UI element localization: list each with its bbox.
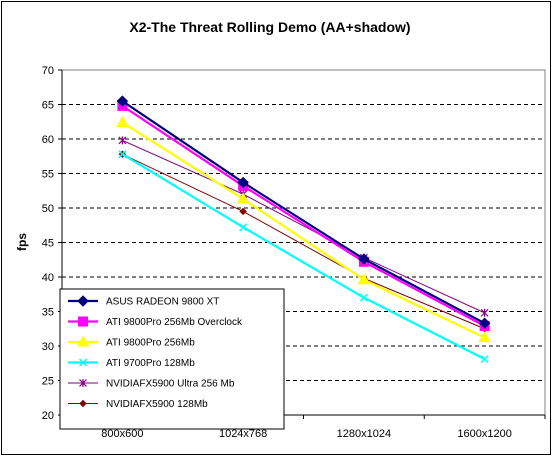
y-tick-label-45: 45 bbox=[42, 238, 54, 250]
series-line-1 bbox=[121, 104, 486, 327]
series-0-point-1 bbox=[237, 176, 249, 189]
y-tick-label-70: 70 bbox=[42, 65, 54, 77]
chart-title: X2-The Threat Rolling Demo (AA+shadow) bbox=[129, 19, 410, 35]
y-tick-label-60: 60 bbox=[42, 134, 54, 146]
legend-label-3: ATI 9700Pro 128Mb bbox=[106, 358, 195, 369]
series-2-point-3 bbox=[478, 331, 491, 343]
series-4-point-0 bbox=[118, 136, 127, 145]
series-line-5 bbox=[122, 153, 485, 330]
series-2 bbox=[116, 115, 491, 343]
series-line-4 bbox=[122, 139, 485, 314]
legend-label-4: NVIDIAFX5900 Ultra 256 Mb bbox=[106, 379, 235, 390]
legend-marker-2 bbox=[76, 335, 90, 347]
series-4-point-3 bbox=[480, 308, 489, 317]
y-tick-label-40: 40 bbox=[42, 272, 54, 284]
series-line-0 bbox=[121, 100, 486, 325]
y-tick-label-20: 20 bbox=[42, 410, 54, 422]
x-axis-ticks: 800x600 1024x768 1280x1024 1600x1200 bbox=[61, 415, 546, 440]
legend-label-2: ATI 9800Pro 256Mb bbox=[106, 338, 195, 349]
series-0-point-3 bbox=[478, 317, 491, 329]
y-tick-label-65: 65 bbox=[42, 100, 54, 112]
legend-marker-3 bbox=[78, 358, 88, 367]
series-3 bbox=[118, 150, 489, 364]
series-0-point-2 bbox=[358, 253, 370, 265]
x-tick-label-1280x1024: 1280x1024 bbox=[337, 428, 391, 440]
legend-marker-4 bbox=[79, 379, 87, 387]
legend-box bbox=[59, 288, 285, 430]
series-5-point-1 bbox=[239, 207, 247, 216]
series-0 bbox=[116, 95, 491, 329]
y-axis-label: fps bbox=[15, 233, 29, 251]
x-tick-label-800x600: 800x600 bbox=[101, 428, 143, 440]
series-0-point-0 bbox=[116, 95, 129, 107]
series-line-3 bbox=[121, 153, 486, 361]
legend: ASUS RADEON 9800 XT ATI 9800Pro 256Mb Ove… bbox=[59, 288, 285, 430]
y-axis-ticks: 20 25 30 35 40 45 50 55 60 65 70 bbox=[42, 65, 62, 422]
y-tick-label-30: 30 bbox=[42, 341, 54, 353]
series-group bbox=[116, 95, 491, 364]
series-2-point-2 bbox=[357, 273, 371, 285]
x-tick-label-1600x1200: 1600x1200 bbox=[457, 428, 511, 440]
y-tick-label-50: 50 bbox=[42, 203, 54, 215]
series-line-2 bbox=[121, 121, 486, 339]
legend-label-1: ATI 9800Pro 256Mb Overclock bbox=[106, 317, 243, 328]
legend-marker-0 bbox=[77, 295, 89, 307]
series-3-point-1 bbox=[239, 223, 248, 232]
series-2-point-1 bbox=[236, 192, 250, 204]
legend-marker-1 bbox=[78, 316, 88, 327]
series-3-point-2 bbox=[359, 293, 368, 302]
y-tick-label-25: 25 bbox=[42, 376, 54, 388]
series-2-point-0 bbox=[116, 115, 129, 127]
legend-label-5: NVIDIAFX5900 128Mb bbox=[106, 399, 208, 410]
y-tick-label-55: 55 bbox=[42, 169, 54, 181]
series-3-point-0 bbox=[118, 150, 127, 159]
x-tick-label-1024x768: 1024x768 bbox=[219, 428, 267, 440]
y-tick-label-35: 35 bbox=[42, 307, 54, 319]
series-3-point-3 bbox=[480, 355, 489, 364]
legend-label-0: ASUS RADEON 9800 XT bbox=[106, 297, 219, 308]
legend-marker-5 bbox=[79, 399, 87, 408]
